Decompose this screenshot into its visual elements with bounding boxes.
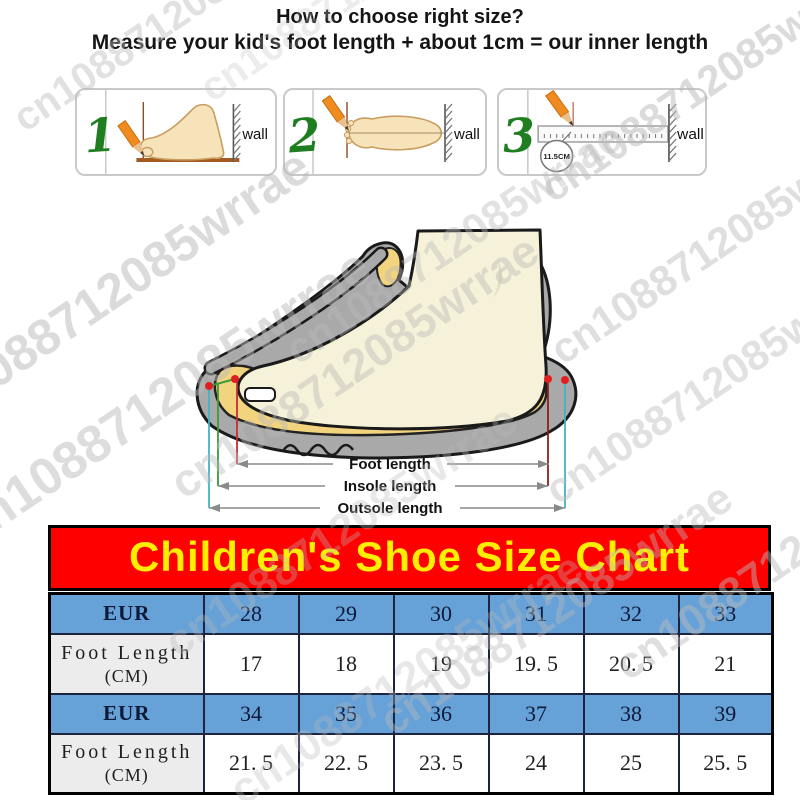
- step2-illustration: 2 wall: [286, 90, 480, 174]
- row-header-line1: Foot Length: [61, 641, 193, 664]
- foot-length-cell: 17: [202, 632, 300, 695]
- eur-size-cell: 29: [297, 592, 395, 635]
- eur-size-cell: 37: [487, 692, 585, 735]
- arrowheads: [209, 460, 565, 512]
- wall-label: wall: [241, 126, 268, 143]
- ankle-shading: [493, 258, 502, 298]
- size-chart-table: EUR 28 29 30 31 32 33 Foot Length (CM) 1…: [48, 592, 774, 795]
- step-number: 3: [501, 108, 538, 164]
- page-subtitle: Measure your kid's foot length + about 1…: [91, 31, 709, 54]
- foot-length-cell: 18: [297, 632, 395, 695]
- table-row-eur-1: EUR 28 29 30 31 32 33: [48, 592, 774, 635]
- wall-label: wall: [453, 126, 480, 143]
- pencil-icon: [321, 95, 354, 135]
- step-number: 2: [286, 107, 323, 163]
- foot-length-cell: 23. 5: [392, 732, 490, 795]
- eur-size-cell: 34: [202, 692, 300, 735]
- wall-hatch: [668, 103, 677, 163]
- foot-shape: [236, 228, 548, 431]
- foot-length-cell: 25. 5: [677, 732, 774, 795]
- eur-size-cell: 33: [677, 592, 774, 635]
- step-panel-2: 2 wall: [283, 88, 487, 176]
- foot-length-cell: 21. 5: [202, 732, 300, 795]
- step-panel-3: 3 11: [497, 88, 707, 176]
- row-header-foot-length: Foot Length (CM): [48, 732, 205, 795]
- row-header-foot-length: Foot Length (CM): [48, 632, 205, 695]
- foot-length-cell: 19. 5: [487, 632, 585, 695]
- foot-length-cell: 22. 5: [297, 732, 395, 795]
- eur-size-cell: 30: [392, 592, 490, 635]
- eur-size-cell: 31: [487, 592, 585, 635]
- foot-length-cell: 24: [487, 732, 585, 795]
- eur-size-cell: 35: [297, 692, 395, 735]
- foot-length-cell: 19: [392, 632, 490, 695]
- foot-side-icon: [139, 103, 225, 161]
- step1-illustration: 1 wall: [82, 90, 268, 174]
- step-number: 1: [82, 107, 117, 163]
- pencil-icon: [545, 90, 578, 130]
- table-row-footlength-1: Foot Length (CM) 17 18 19 19. 5 20. 5 21: [48, 632, 774, 695]
- row-header-eur: EUR: [48, 592, 205, 635]
- upper-band: [206, 249, 386, 373]
- eur-size-cell: 39: [677, 692, 774, 735]
- row-header-line2: (CM): [104, 665, 149, 686]
- size-chart-banner: Children's Shoe Size Chart: [48, 525, 771, 591]
- row-header-eur: EUR: [48, 692, 205, 735]
- row-header-line2: (CM): [104, 765, 149, 786]
- step3-illustration: 3 11: [501, 90, 704, 174]
- tread-wave: [281, 443, 355, 457]
- insole-length-label: Insole length: [344, 478, 437, 495]
- ruler-icon: [537, 125, 669, 143]
- wall-label: wall: [676, 126, 704, 143]
- shoe-cross-section: Foot length Insole length Outsole length: [195, 228, 578, 517]
- row-header-line1: Foot Length: [61, 741, 193, 764]
- dimension-arrows: [209, 463, 565, 509]
- toe-tab: [244, 387, 276, 402]
- eur-size-cell: 38: [582, 692, 680, 735]
- outsole-length-label: Outsole length: [338, 500, 443, 517]
- wall-hatch: [232, 103, 242, 163]
- eur-size-cell: 28: [202, 592, 300, 635]
- shoe-diagram: Foot length Insole length Outsole length: [185, 218, 585, 518]
- foot-length-cell: 25: [582, 732, 680, 795]
- eur-size-cell: 32: [582, 592, 680, 635]
- measurement-lines: [205, 375, 569, 508]
- foot-length-cell: 20. 5: [582, 632, 680, 695]
- foot-length-label: Foot length: [349, 456, 431, 473]
- foot-length-cell: 21: [677, 632, 774, 695]
- eur-size-cell: 36: [392, 692, 490, 735]
- table-row-footlength-2: Foot Length (CM) 21. 5 22. 5 23. 5 24 25…: [48, 732, 774, 795]
- table-row-eur-2: EUR 34 35 36 37 38 39: [48, 692, 774, 735]
- wall-hatch: [444, 103, 453, 163]
- measurement-value: 11.5CM: [543, 152, 570, 161]
- page-title: How to choose right size?: [276, 6, 524, 28]
- foot-top-icon: [343, 115, 445, 151]
- step-panel-1: 1 wall: [75, 88, 277, 176]
- measurement-callout: 11.5CM: [539, 139, 574, 173]
